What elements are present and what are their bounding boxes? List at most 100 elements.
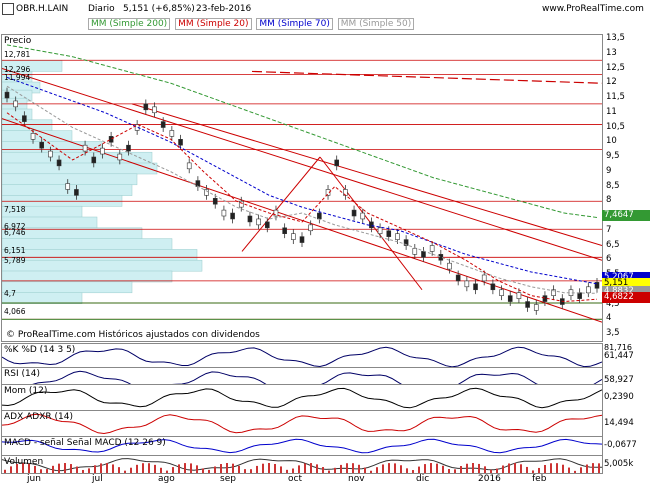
time-axis-label: ago xyxy=(158,474,175,484)
candle-body xyxy=(551,289,556,296)
candle-body xyxy=(169,130,175,137)
volume-profile-bar xyxy=(2,259,203,272)
volume-profile-bar xyxy=(2,281,133,294)
volume-profile-bar xyxy=(2,238,173,250)
price-chart xyxy=(2,44,602,323)
volume-bar xyxy=(10,466,12,473)
volume-bar xyxy=(244,469,246,473)
indicator-pane[interactable]: %K %D (14 3 5) xyxy=(1,343,603,371)
candle-body xyxy=(238,200,244,208)
volume-profile-bar xyxy=(2,108,33,121)
price-tag-ma70: 5,2067 xyxy=(602,272,650,284)
volume-bar xyxy=(100,463,102,473)
candle-body xyxy=(22,115,27,122)
volume-bar xyxy=(226,463,228,473)
volume-bar xyxy=(544,464,546,473)
price-axis-tick: 8 xyxy=(606,195,612,206)
candle-body xyxy=(39,141,45,149)
candle-body xyxy=(221,209,227,217)
candle-body xyxy=(334,159,340,167)
candle-body xyxy=(264,221,270,229)
volume-bar xyxy=(178,464,180,473)
time-axis-label: jul xyxy=(92,474,103,484)
period-label: Diario xyxy=(88,4,115,14)
volume-bar xyxy=(442,465,444,473)
volume-bar xyxy=(142,463,144,473)
indicator-chart xyxy=(2,346,602,368)
volume-bar xyxy=(322,467,324,473)
level-label: 6,151 xyxy=(4,245,26,255)
ma20-line xyxy=(6,112,598,303)
indicator-pane[interactable]: MACD - señal Señal MACD (12 26 9) xyxy=(1,436,603,456)
level-label: 5,789 xyxy=(4,256,26,266)
ma-legend: MM (Simple 200) MM (Simple 20) MM (Simpl… xyxy=(86,18,415,31)
volume-bar xyxy=(208,469,210,473)
volume-bar xyxy=(70,464,72,473)
candle-body xyxy=(74,189,79,196)
volume-bar xyxy=(586,464,588,473)
channel-line-upper xyxy=(2,68,602,261)
volume-bar xyxy=(454,469,456,473)
indicator-chart xyxy=(2,413,602,435)
indicator-line xyxy=(2,438,602,454)
volume-bar xyxy=(280,466,282,473)
volume-bar xyxy=(250,469,252,473)
volume-bar xyxy=(484,466,486,473)
price-axis-tick: 8,5 xyxy=(606,180,620,191)
price-axis-tick: 10 xyxy=(606,136,617,147)
volume-bar xyxy=(214,466,216,473)
candle-body xyxy=(282,227,287,235)
price-axis-tick: 6,5 xyxy=(606,239,620,250)
price-tag-ma200: 7,4647 xyxy=(602,210,650,222)
legend-ma70[interactable]: MM (Simple 70) xyxy=(256,18,333,30)
volume-bar xyxy=(34,465,36,473)
price-tag-ma50: 4,8832 xyxy=(602,286,650,298)
indicator-line xyxy=(2,458,602,472)
legend-ma50[interactable]: MM (Simple 50) xyxy=(337,18,415,30)
price-pane[interactable]: Precio 12,781 12,296 11,994 7,518 6,972 6,746… xyxy=(1,34,603,342)
volume-bar xyxy=(364,467,366,473)
indicator-label: Mom (12) xyxy=(4,386,48,396)
candle-body xyxy=(325,189,331,196)
legend-ma200[interactable]: MM (Simple 200) xyxy=(88,18,171,30)
legend-ma20[interactable]: MM (Simple 20) xyxy=(175,18,252,30)
candle-body xyxy=(56,159,62,167)
volume-bar xyxy=(40,469,42,473)
price-axis-tick: 9 xyxy=(606,165,612,176)
price-pane-label: Precio xyxy=(4,36,32,46)
volume-bar xyxy=(256,465,258,473)
volume-bar xyxy=(592,463,594,473)
volume-bar xyxy=(202,468,204,473)
volume-bar xyxy=(76,466,78,473)
candle-body xyxy=(421,251,426,258)
indicator-pane[interactable]: Mom (12) xyxy=(1,384,603,412)
candle-body xyxy=(108,136,114,143)
volume-bar xyxy=(448,469,450,473)
symbol-label: OBR.H.LAIN xyxy=(16,4,69,14)
volume-bar xyxy=(580,467,582,473)
indicator-pane[interactable]: Volumen xyxy=(1,455,603,474)
long-dashed-line xyxy=(251,70,602,84)
candle-body xyxy=(143,103,149,111)
volume-bar xyxy=(94,465,96,473)
volume-bar xyxy=(130,467,132,473)
candle-body xyxy=(152,106,157,114)
candle-body xyxy=(447,262,452,270)
indicator-value: 5,005k xyxy=(604,458,634,469)
volume-bar xyxy=(28,463,30,473)
indicator-label: %K %D (14 3 5) xyxy=(4,345,76,355)
last-price-label: 5,151 (+6,85%) xyxy=(123,4,195,14)
candle-body xyxy=(499,289,504,296)
volume-bar xyxy=(424,464,426,473)
price-tag-ma20: 4,6822 xyxy=(602,292,650,304)
volume-bar xyxy=(568,467,570,473)
time-axis-label: 2016 xyxy=(478,474,501,484)
time-axis-label: oct xyxy=(288,474,302,484)
volume-bar xyxy=(220,464,222,473)
volume-bar xyxy=(286,469,288,473)
candle-body xyxy=(4,91,10,99)
time-axis-label: nov xyxy=(348,474,365,484)
candle-body xyxy=(48,150,53,158)
volume-bar xyxy=(460,466,462,473)
indicator-pane[interactable]: ADX ADXR (14) xyxy=(1,410,603,438)
